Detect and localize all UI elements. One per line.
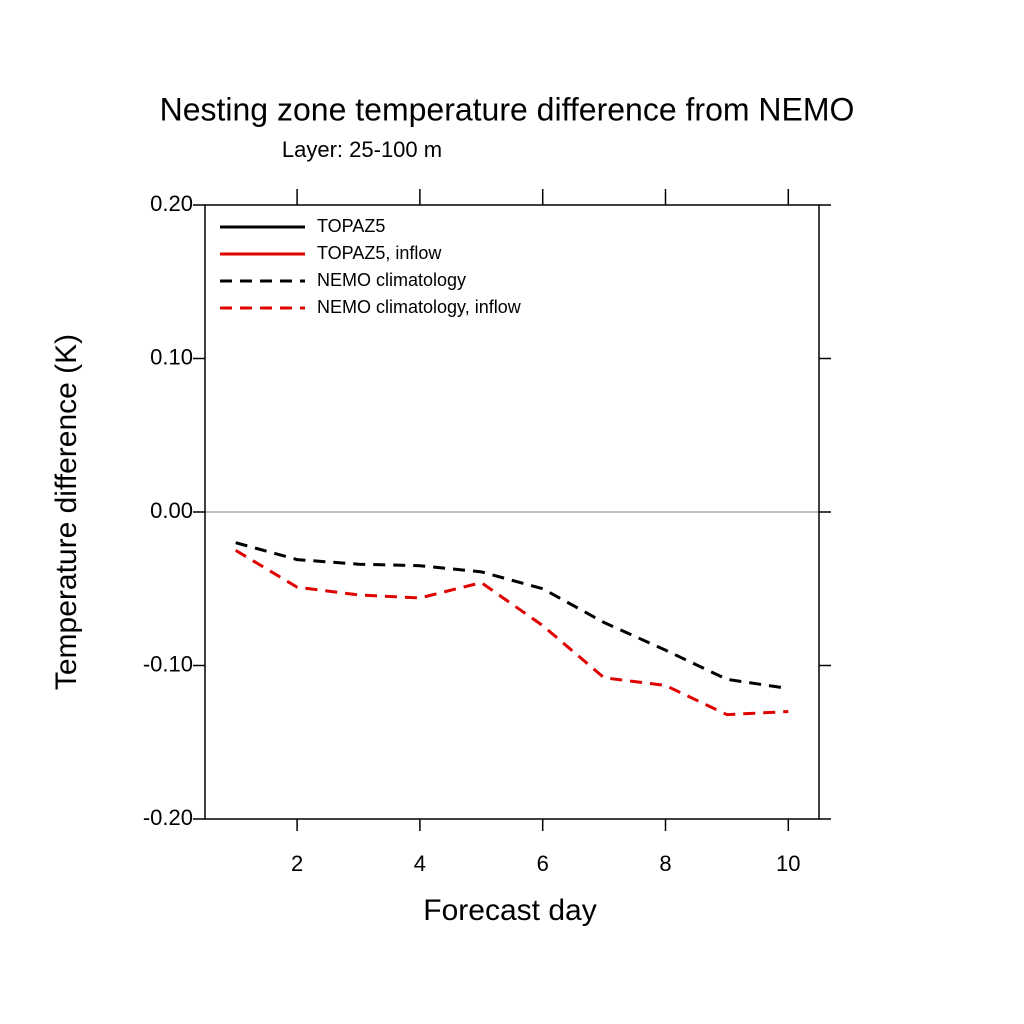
x-tick-label: 6 <box>537 851 549 876</box>
y-tick-label: -0.10 <box>143 651 193 676</box>
series-line <box>234 549 789 717</box>
chart-title: Nesting zone temperature difference from… <box>160 91 855 127</box>
y-axis-label: Temperature difference (K) <box>50 334 83 690</box>
series-line <box>235 541 789 691</box>
y-tick-label: 0.10 <box>150 344 193 369</box>
x-tick-label: 10 <box>776 851 800 876</box>
x-axis-label: Forecast day <box>423 894 596 927</box>
legend-label: NEMO climatology, inflow <box>317 297 522 317</box>
x-tick-label: 2 <box>291 851 303 876</box>
y-tick-label: 0.20 <box>150 191 193 216</box>
x-tick-label: 8 <box>659 851 671 876</box>
legend-label: TOPAZ5 <box>317 216 385 236</box>
x-tick-label: 4 <box>414 851 426 876</box>
y-tick-label: 0.00 <box>150 498 193 523</box>
chart-subtitle: Layer: 25-100 m <box>282 137 442 162</box>
y-tick-label: -0.20 <box>143 805 193 830</box>
legend-label: NEMO climatology <box>317 270 466 290</box>
legend-label: TOPAZ5, inflow <box>317 243 442 263</box>
